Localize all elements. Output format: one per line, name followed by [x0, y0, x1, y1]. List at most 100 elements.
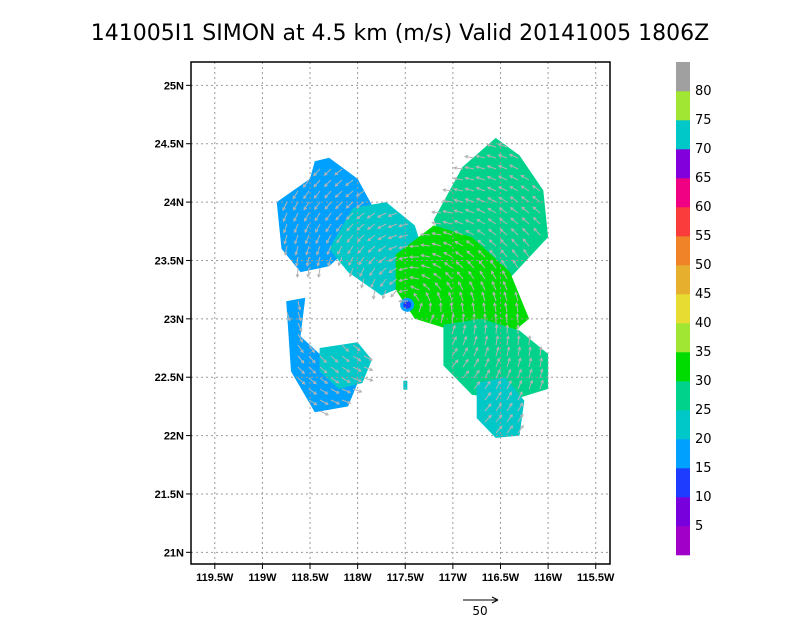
wind-vector-head [316, 251, 320, 256]
wind-vector-head [432, 263, 437, 267]
wind-vector [399, 223, 409, 227]
wind-vector [367, 212, 376, 219]
wind-vector [327, 256, 332, 266]
wind-vector-head [487, 207, 492, 212]
wind-vector [341, 377, 351, 383]
wind-vector-head [516, 334, 521, 339]
wind-vector-head [431, 231, 436, 236]
wind-vector-head [347, 400, 352, 405]
wind-vector-head [408, 244, 413, 249]
wind-vector [454, 241, 464, 247]
wind-vector-head [297, 306, 302, 311]
wind-vector [476, 208, 486, 214]
wind-vector-head [420, 243, 425, 248]
wind-vector [516, 313, 519, 324]
wind-vector [283, 223, 288, 233]
wind-vector-head [528, 357, 533, 362]
colorbar-label: 15 [695, 461, 712, 476]
wind-vector [334, 179, 343, 187]
wind-vector [432, 253, 442, 258]
wind-vector-head [486, 186, 491, 190]
wind-vector-head [347, 389, 352, 394]
colorbar-swatch [676, 207, 690, 237]
vector-scale: 50 [463, 596, 499, 618]
wind-vector-head [325, 228, 330, 233]
wind-vector [470, 292, 475, 302]
wind-vector-head [358, 261, 362, 266]
wind-vector-head [491, 280, 496, 285]
wind-vector-head [433, 272, 437, 277]
wind-vector [345, 190, 354, 198]
wind-vector-head [336, 239, 340, 244]
storm-center [403, 300, 412, 309]
colorbar-swatch [676, 352, 690, 382]
wind-vector [506, 425, 513, 434]
colorbar-label: 60 [695, 200, 712, 215]
wind-vector [539, 358, 543, 368]
wind-vector [498, 154, 508, 159]
wind-vector-head [465, 229, 470, 234]
wind-vector [495, 358, 500, 368]
wind-vector [363, 366, 373, 371]
wind-vector-head [509, 207, 514, 211]
wind-vector [356, 190, 365, 197]
wind-vector-head [465, 240, 470, 244]
wind-vector-head [531, 185, 536, 189]
wind-vector [330, 388, 340, 394]
wind-vector [297, 322, 303, 332]
wind-vector-head [496, 357, 501, 362]
colorbar-label: 10 [695, 490, 712, 505]
wind-vector [506, 414, 513, 423]
wind-vector-head [485, 346, 489, 351]
wind-vector-head [470, 291, 474, 296]
wind-vector [462, 313, 465, 324]
wind-vector-head [313, 391, 318, 395]
wind-vector [341, 399, 351, 404]
wind-vector-head [520, 196, 525, 200]
wind-vector [303, 179, 310, 188]
wind-vector-head [388, 281, 393, 285]
wind-vector [484, 347, 489, 357]
wind-vector-head [345, 348, 350, 353]
colorbar-swatch [676, 497, 690, 527]
wind-vector [432, 232, 442, 236]
wind-vector [495, 403, 502, 412]
wind-vector [440, 314, 444, 324]
wind-vector-head [486, 154, 491, 158]
wind-vector-head [438, 301, 443, 306]
wind-vector-head [476, 369, 480, 374]
wind-vector [389, 278, 398, 285]
wind-vector [330, 355, 339, 363]
wind-vector [433, 273, 442, 280]
wind-vector [303, 190, 310, 199]
wind-vector [448, 292, 453, 302]
wind-vector [305, 234, 310, 244]
wind-vector [308, 355, 316, 364]
wind-vector-head [431, 242, 436, 246]
wind-vector-head [507, 368, 512, 373]
wind-vector [348, 256, 354, 266]
wind-vector-head [479, 270, 484, 275]
wind-vector-head [497, 164, 502, 169]
wind-vector-head [346, 368, 351, 373]
wind-vector [499, 207, 508, 214]
wind-vector [509, 154, 519, 159]
figure-title: 141005I1 SIMON at 4.5 km (m/s) Valid 201… [91, 21, 709, 46]
wind-vector-head [377, 214, 382, 218]
wind-vector [506, 391, 512, 401]
wind-vector [305, 245, 310, 255]
wind-vector-head [282, 207, 286, 212]
wind-vector [465, 155, 475, 159]
wind-vector [369, 267, 376, 276]
wind-vector-head [454, 347, 458, 352]
wind-vector-head [345, 182, 349, 187]
wind-vector [481, 292, 486, 302]
wind-vector-head [486, 357, 490, 362]
wind-vector [334, 168, 343, 176]
wind-vector-head [398, 289, 403, 294]
wind-speed-fill-layer [276, 137, 549, 438]
colorbar-swatch [676, 323, 690, 353]
wind-vector [352, 344, 361, 352]
wind-vector-head [473, 324, 477, 329]
